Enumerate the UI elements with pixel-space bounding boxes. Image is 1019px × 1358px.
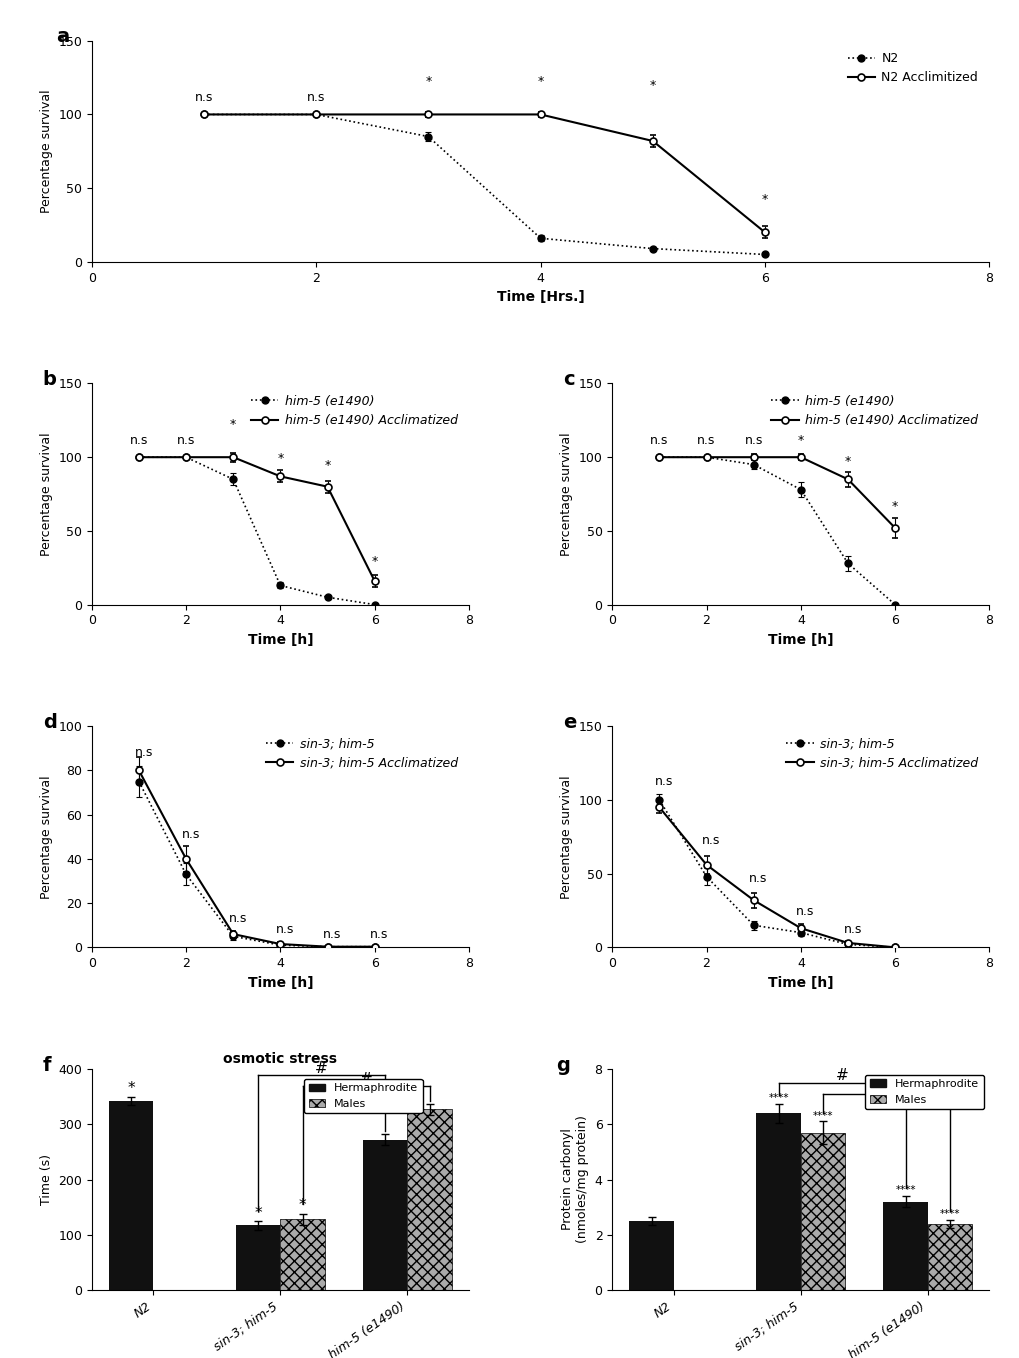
Bar	[235, 1225, 280, 1290]
Text: *: *	[299, 1199, 306, 1214]
Bar	[407, 1109, 451, 1290]
Text: a: a	[56, 27, 69, 46]
Legend: him-5 (e1490), him-5 (e1490) Acclimatized: him-5 (e1490), him-5 (e1490) Acclimatize…	[246, 390, 463, 432]
Text: n.s: n.s	[654, 775, 673, 788]
Text: n.s: n.s	[701, 834, 719, 847]
Text: #: #	[835, 1067, 848, 1084]
X-axis label: Time [h]: Time [h]	[767, 633, 833, 646]
Text: n.s: n.s	[744, 433, 762, 447]
X-axis label: Time [h]: Time [h]	[248, 975, 313, 990]
Text: n.s: n.s	[195, 91, 213, 105]
Text: *: *	[254, 1206, 262, 1221]
Text: n.s: n.s	[176, 433, 195, 447]
Text: *: *	[649, 79, 655, 92]
Y-axis label: Protein carbonyl
(nmoles/mg protein): Protein carbonyl (nmoles/mg protein)	[560, 1116, 588, 1244]
Text: *: *	[277, 452, 283, 464]
Legend: Hermaphrodite, Males: Hermaphrodite, Males	[864, 1074, 983, 1109]
Text: ****: ****	[812, 1111, 833, 1120]
Text: n.s: n.s	[275, 923, 294, 936]
Y-axis label: Percentage survival: Percentage survival	[40, 90, 53, 213]
Text: n.s: n.s	[307, 91, 325, 105]
Text: #: #	[315, 1061, 328, 1076]
Text: ****: ****	[938, 1209, 959, 1219]
Text: ****: ****	[767, 1093, 788, 1103]
Text: #: #	[879, 1080, 892, 1095]
Text: n.s: n.s	[135, 747, 153, 759]
Legend: sin-3; him-5, sin-3; him-5 Acclimatized: sin-3; him-5, sin-3; him-5 Acclimatized	[261, 732, 463, 774]
Text: *: *	[127, 1081, 135, 1096]
Text: n.s: n.s	[129, 433, 148, 447]
Text: *: *	[425, 75, 431, 88]
Text: n.s: n.s	[749, 872, 767, 885]
Legend: sin-3; him-5, sin-3; him-5 Acclimatized: sin-3; him-5, sin-3; him-5 Acclimatized	[781, 732, 982, 774]
Text: *: *	[891, 500, 898, 513]
Title: osmotic stress: osmotic stress	[223, 1052, 337, 1066]
Text: n.s: n.s	[181, 828, 200, 841]
Text: f: f	[43, 1055, 51, 1074]
Y-axis label: Percentage survival: Percentage survival	[40, 775, 53, 899]
Text: #: #	[360, 1071, 372, 1086]
Y-axis label: Percentage survival: Percentage survival	[559, 432, 573, 555]
Text: *: *	[537, 75, 543, 88]
Legend: Hermaphrodite, Males: Hermaphrodite, Males	[304, 1080, 422, 1114]
Text: g: g	[555, 1055, 569, 1074]
Bar	[280, 1219, 324, 1290]
Y-axis label: Percentage survival: Percentage survival	[40, 432, 53, 555]
Text: *: *	[371, 555, 377, 568]
Text: *: *	[844, 455, 850, 467]
Text: *: *	[761, 193, 767, 206]
Text: c: c	[562, 371, 575, 390]
Legend: N2, N2 Acclimitized: N2, N2 Acclimitized	[842, 48, 982, 90]
Text: n.s: n.s	[796, 904, 814, 918]
Text: ****: ****	[895, 1186, 915, 1195]
Text: n.s: n.s	[843, 922, 861, 936]
Text: n.s: n.s	[228, 913, 247, 925]
Bar	[629, 1221, 674, 1290]
Text: *: *	[797, 433, 803, 447]
X-axis label: Time [h]: Time [h]	[248, 633, 313, 646]
Text: e: e	[562, 713, 576, 732]
Legend: him-5 (e1490), him-5 (e1490) Acclimatized: him-5 (e1490), him-5 (e1490) Acclimatize…	[765, 390, 982, 432]
Text: b: b	[43, 371, 57, 390]
Text: n.s: n.s	[697, 433, 715, 447]
Text: n.s: n.s	[649, 433, 667, 447]
X-axis label: Time [h]: Time [h]	[767, 975, 833, 990]
Text: d: d	[43, 713, 57, 732]
Bar	[882, 1202, 927, 1290]
Y-axis label: Time (s): Time (s)	[40, 1154, 53, 1205]
Text: *: *	[230, 418, 236, 430]
Bar	[927, 1224, 971, 1290]
Bar	[756, 1114, 800, 1290]
X-axis label: Time [Hrs.]: Time [Hrs.]	[496, 291, 584, 304]
Bar	[109, 1101, 153, 1290]
Bar	[800, 1133, 845, 1290]
Text: *: *	[324, 459, 330, 473]
Text: n.s: n.s	[323, 928, 341, 941]
Text: n.s: n.s	[370, 928, 388, 941]
Y-axis label: Percentage survival: Percentage survival	[559, 775, 573, 899]
Bar	[363, 1139, 407, 1290]
